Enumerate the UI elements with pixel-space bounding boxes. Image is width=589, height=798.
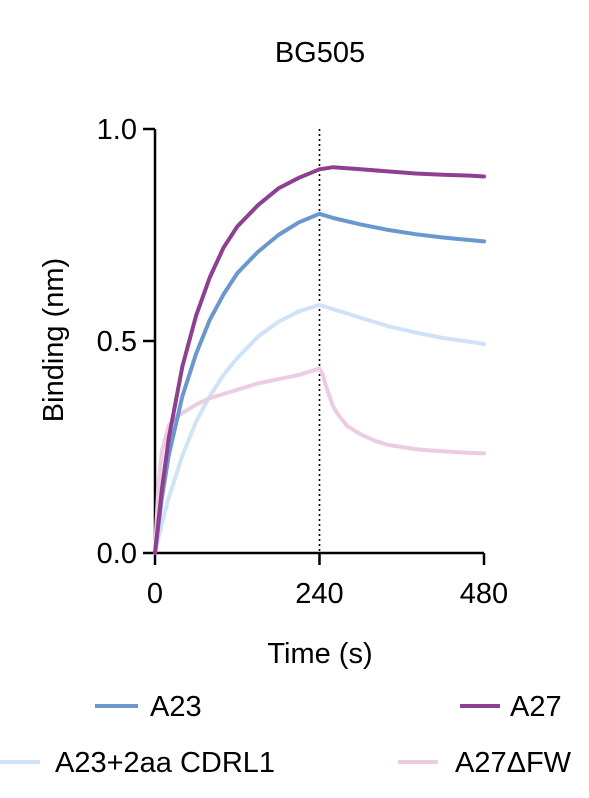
legend-label: A23 — [150, 691, 202, 723]
y-tick-label: 0.0 — [97, 538, 137, 570]
x-tick-label: 240 — [295, 578, 343, 610]
legend-label: A23+2aa CDRL1 — [55, 747, 275, 779]
series-line — [153, 211, 486, 555]
y-axis-title: Binding (nm) — [38, 258, 70, 422]
x-axis-title: Time (s) — [267, 638, 372, 670]
legend: A23 A27 A23+2aa CDRL1 A27ΔFW — [0, 691, 572, 779]
series-line — [153, 165, 486, 555]
chart-title: BG505 — [275, 37, 365, 69]
x-tick-label: 0 — [147, 578, 163, 610]
axes-layer: 0.0 0.5 1.0 0 240 480 — [97, 114, 509, 610]
series-line — [153, 303, 486, 555]
series-layer — [153, 165, 486, 555]
x-tick-label: 480 — [460, 578, 508, 610]
y-tick-label: 1.0 — [97, 114, 137, 146]
legend-label: A27ΔFW — [455, 747, 572, 779]
y-tick-label: 0.5 — [97, 326, 137, 358]
legend-label: A27 — [510, 691, 562, 723]
